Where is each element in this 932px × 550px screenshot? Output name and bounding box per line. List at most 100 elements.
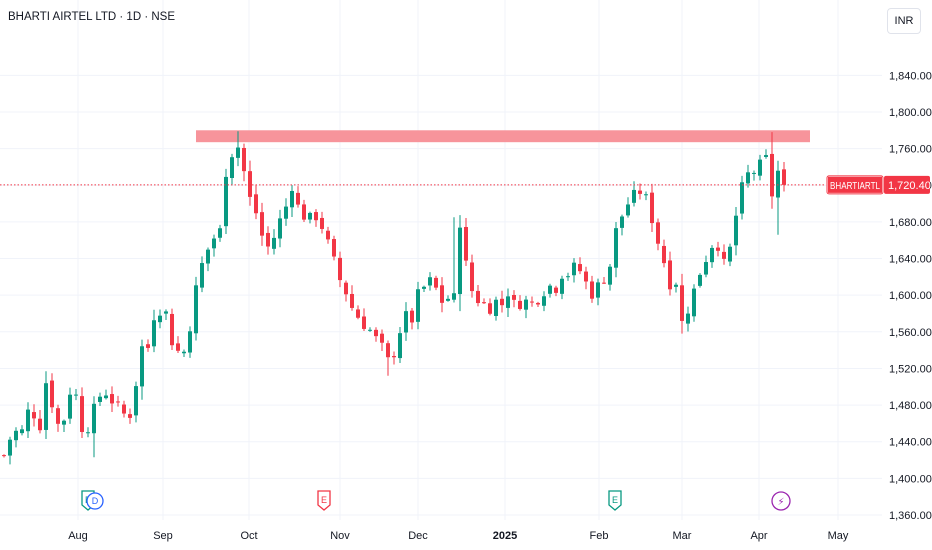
candle[interactable] xyxy=(152,309,156,353)
candle[interactable] xyxy=(44,371,48,440)
candle[interactable] xyxy=(416,281,420,330)
candle[interactable] xyxy=(782,161,786,192)
candle[interactable] xyxy=(332,235,336,261)
candle[interactable] xyxy=(182,349,186,358)
candle[interactable] xyxy=(170,308,174,351)
candle[interactable] xyxy=(320,211,324,234)
candle[interactable] xyxy=(194,276,198,341)
candle[interactable] xyxy=(494,296,498,321)
candle[interactable] xyxy=(692,284,696,322)
candle[interactable] xyxy=(254,185,258,220)
candle[interactable] xyxy=(128,408,132,424)
candle[interactable] xyxy=(338,251,342,288)
candle[interactable] xyxy=(374,327,378,342)
candle[interactable] xyxy=(110,386,114,412)
candle[interactable] xyxy=(482,298,486,305)
candle[interactable] xyxy=(392,351,396,365)
candle[interactable] xyxy=(614,222,618,278)
candle[interactable] xyxy=(572,258,576,283)
candle[interactable] xyxy=(158,309,162,329)
candle[interactable] xyxy=(116,395,120,407)
candle[interactable] xyxy=(644,191,648,201)
candle[interactable] xyxy=(746,164,750,188)
candle[interactable] xyxy=(134,381,138,423)
candle[interactable] xyxy=(770,132,774,209)
candle[interactable] xyxy=(500,290,504,313)
candle[interactable] xyxy=(620,214,624,236)
candle[interactable] xyxy=(704,255,708,278)
candle[interactable] xyxy=(548,283,552,298)
candle[interactable] xyxy=(710,245,714,268)
candle[interactable] xyxy=(584,266,588,290)
candle[interactable] xyxy=(146,339,150,352)
candle[interactable] xyxy=(344,280,348,302)
candle[interactable] xyxy=(38,409,42,434)
candle[interactable] xyxy=(590,275,594,303)
candle[interactable] xyxy=(464,218,468,267)
candle[interactable] xyxy=(488,298,492,316)
candle[interactable] xyxy=(122,400,126,418)
candle[interactable] xyxy=(668,251,672,296)
candle[interactable] xyxy=(434,275,438,291)
candle[interactable] xyxy=(260,202,264,246)
candle[interactable] xyxy=(758,154,762,181)
candle[interactable] xyxy=(440,277,444,313)
candle[interactable] xyxy=(398,327,402,363)
candle[interactable] xyxy=(422,285,426,293)
candle[interactable] xyxy=(314,209,318,227)
candle[interactable] xyxy=(272,229,276,255)
candle[interactable] xyxy=(566,272,570,281)
candle[interactable] xyxy=(596,278,600,306)
price-axis[interactable]: 1,840.001,800.001,760.001,720.001,680.00… xyxy=(889,70,932,522)
split-marker[interactable]: ⚡ xyxy=(771,491,791,511)
candle[interactable] xyxy=(50,373,54,413)
earnings-marker[interactable]: E xyxy=(608,490,622,511)
candle[interactable] xyxy=(224,168,228,235)
candle[interactable] xyxy=(236,131,240,167)
candle[interactable] xyxy=(752,170,756,181)
candle[interactable] xyxy=(362,308,366,332)
candle[interactable] xyxy=(458,215,462,312)
candle[interactable] xyxy=(80,387,84,439)
candle[interactable] xyxy=(176,336,180,353)
candle[interactable] xyxy=(368,327,372,332)
candle[interactable] xyxy=(20,425,24,436)
candle[interactable] xyxy=(98,392,102,406)
candle[interactable] xyxy=(56,404,60,432)
candle[interactable] xyxy=(188,326,192,358)
candle[interactable] xyxy=(14,427,18,448)
candle[interactable] xyxy=(530,296,534,307)
candle[interactable] xyxy=(650,183,654,232)
candle[interactable] xyxy=(734,206,738,256)
candle[interactable] xyxy=(266,226,270,255)
candle[interactable] xyxy=(410,307,414,330)
candle[interactable] xyxy=(608,264,612,291)
candle[interactable] xyxy=(632,181,636,207)
candle[interactable] xyxy=(32,404,36,427)
candle[interactable] xyxy=(68,387,72,424)
candle[interactable] xyxy=(290,185,294,218)
time-axis[interactable]: Aug Sep Oct Nov Dec 2025 Feb Mar Apr May xyxy=(68,530,849,542)
resistance-zone[interactable] xyxy=(196,130,810,143)
candle[interactable] xyxy=(8,436,12,465)
candle[interactable] xyxy=(722,244,726,265)
candle[interactable] xyxy=(404,302,408,341)
candle[interactable] xyxy=(350,285,354,311)
candle[interactable] xyxy=(470,254,474,298)
candle[interactable] xyxy=(242,143,246,182)
candle[interactable] xyxy=(428,272,432,291)
candle[interactable] xyxy=(164,309,168,321)
candle[interactable] xyxy=(662,239,666,268)
candle[interactable] xyxy=(248,160,252,206)
candle[interactable] xyxy=(506,288,510,317)
candle[interactable] xyxy=(518,295,522,311)
candle[interactable] xyxy=(476,284,480,307)
candle[interactable] xyxy=(680,273,684,334)
candle[interactable] xyxy=(278,209,282,248)
candle[interactable] xyxy=(578,257,582,275)
candle[interactable] xyxy=(602,276,606,285)
candle[interactable] xyxy=(512,290,516,308)
candle[interactable] xyxy=(230,153,234,186)
